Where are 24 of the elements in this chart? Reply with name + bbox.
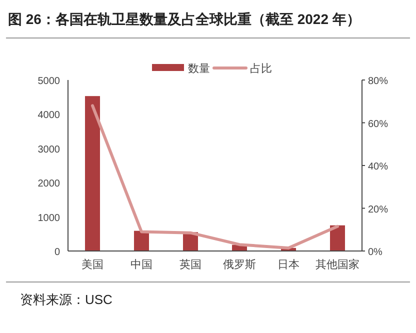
- y-tick-label: 4000: [38, 110, 60, 122]
- y-tick-label: 5000: [38, 76, 60, 87]
- y-tick-label: 3000: [38, 144, 60, 156]
- legend-label: 占比: [250, 62, 272, 75]
- text: 资料来源：USC: [20, 292, 112, 307]
- y2-tick-label: 80%: [368, 76, 388, 87]
- line-series: [91, 104, 339, 250]
- legend-label: 数量: [188, 63, 210, 75]
- x-tick-label: 日本: [278, 258, 300, 271]
- y2-tick-label: 60%: [368, 118, 388, 130]
- x-tick-label: 俄罗斯: [223, 258, 256, 271]
- y2-tick-label: 40%: [368, 162, 388, 172]
- x-tick-label: 中国: [130, 258, 152, 271]
- y2-tick-label: 20%: [368, 204, 388, 216]
- y2-tick-label: 0%: [368, 247, 383, 258]
- chart-title: 图 26：各国在轨卫星数量及占全球比重（截至 2022 年）: [8, 11, 360, 27]
- y-tick-label: 0: [54, 247, 60, 258]
- y-tick-label: 2000: [38, 178, 60, 190]
- x-tick-label: 美国: [82, 258, 104, 271]
- bar: [85, 96, 100, 251]
- bar: [330, 225, 345, 251]
- y-tick-label: 1000: [38, 212, 60, 224]
- x-tick-label: 英国: [180, 258, 202, 271]
- x-tick-label: 其他国家: [316, 258, 360, 271]
